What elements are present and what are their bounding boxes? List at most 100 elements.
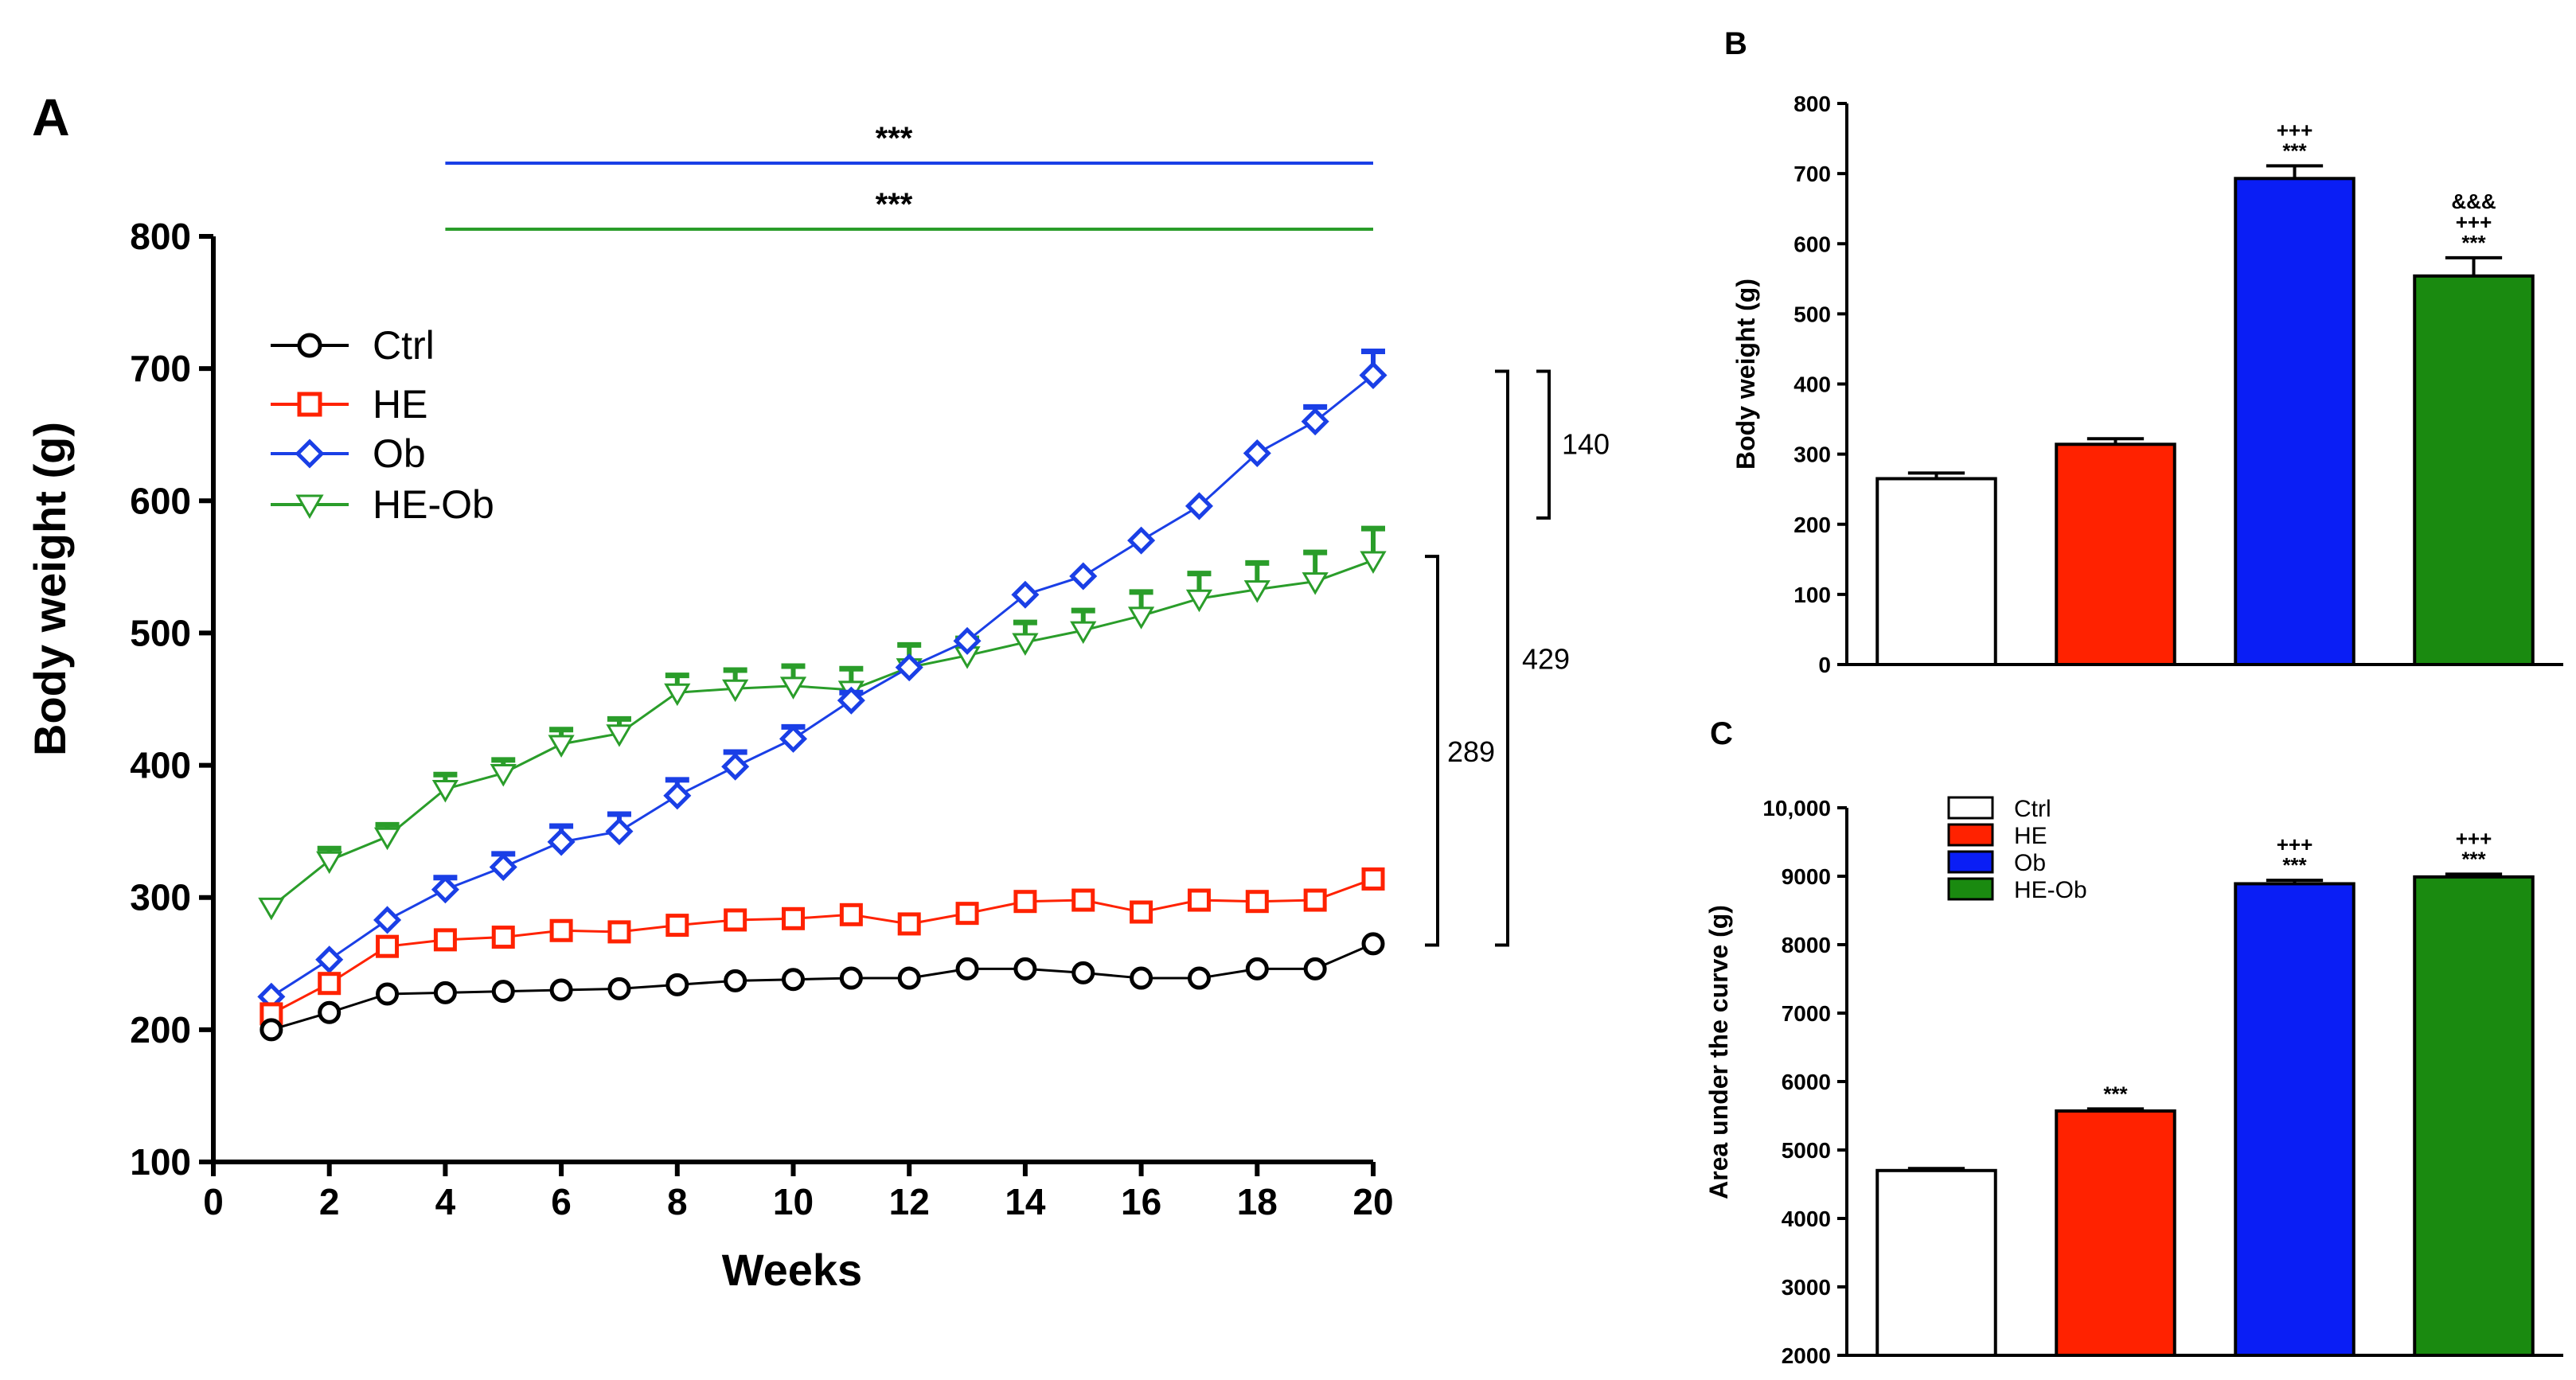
series-ob-point — [1011, 580, 1040, 609]
panel-a-x-tick-label: 20 — [1352, 1181, 1393, 1222]
series-he-point — [665, 914, 689, 938]
series-ctrl-point — [1187, 966, 1211, 990]
legend-ctrl-label: Ctrl — [373, 323, 435, 368]
series-heob-point — [431, 779, 459, 803]
series-ob-point — [1359, 361, 1388, 389]
panel-b-y-tick-label: 600 — [1793, 232, 1831, 256]
panel-b-y-tick-label: 700 — [1793, 162, 1831, 186]
series-heob-point — [258, 897, 285, 921]
series-heob-point — [373, 827, 401, 851]
panel-c-bar-3-annotation: *** — [2461, 847, 2486, 871]
panel-a-y-tick-label: 600 — [130, 480, 191, 521]
series-ob-point — [605, 817, 634, 846]
panel-a-bracket-ob-ctrl — [1495, 369, 1509, 947]
series-ob-point — [1243, 439, 1271, 468]
panel-b-bar-ctrl — [1875, 477, 1997, 666]
series-ctrl-point — [433, 980, 457, 1004]
series-he-point — [1187, 888, 1211, 912]
series-heob-point — [722, 679, 749, 703]
series-he-point — [1013, 890, 1037, 914]
panel-a-bracket-ob-ctrl-label: 429 — [1522, 643, 1570, 676]
series-ctrl-point — [491, 980, 515, 1004]
panel-b-bar-he-ob — [2413, 274, 2535, 666]
series-ob-point — [1301, 407, 1329, 436]
series-ctrl-point — [782, 968, 805, 992]
series-he-point — [724, 908, 747, 932]
series-he-point — [1303, 888, 1327, 912]
panel-c-y-tick-label: 8000 — [1782, 933, 1831, 957]
panel-b-y-tick-label: 100 — [1793, 583, 1831, 607]
panel-c-bar-2-annotation: +++ — [2277, 832, 2313, 856]
legend-ctrl-marker — [297, 333, 322, 358]
panel-b-bar-he — [2055, 442, 2176, 666]
panel-c-bar-1-annotation: *** — [2103, 1082, 2128, 1105]
panel-b-y-tick-label: 200 — [1793, 513, 1831, 537]
panel-b-y-axis-label: Body weight (g) — [1731, 279, 1760, 470]
series-ob-point — [489, 852, 517, 882]
legend-heob-label: HE-Ob — [373, 482, 494, 527]
series-ctrl-point — [607, 977, 631, 1000]
panel-a-line-chart: A Body weight (g) Weeks 1002003004005006… — [25, 88, 1610, 1295]
series-ob-point — [315, 945, 344, 974]
panel-a-y-tick-label: 400 — [130, 745, 191, 786]
series-ob-point — [779, 724, 808, 753]
series-ob-point — [431, 875, 459, 904]
series-ob-point — [663, 782, 692, 810]
panel-c-bar-ctrl — [1875, 1168, 1997, 1358]
panel-c-y-axis-label: Area under the curve (g) — [1704, 905, 1733, 1199]
series-ob-point — [953, 626, 982, 655]
series-heob-point — [548, 735, 575, 758]
series-he-point — [607, 920, 631, 944]
panel-c-legend-he-ob-swatch — [1947, 877, 1994, 901]
panel-b-y-tick-label: 800 — [1793, 92, 1831, 116]
series-ob-point — [895, 653, 923, 682]
series-ctrl-point — [724, 969, 747, 992]
panel-c-y-tick-label: 5000 — [1782, 1138, 1831, 1163]
series-ctrl-point — [1071, 961, 1095, 984]
panel-c-letter: C — [1710, 716, 1733, 751]
series-he-point — [549, 918, 573, 942]
panel-c-bar-he — [2055, 1109, 2176, 1357]
panel-b-y-tick-label: 400 — [1793, 372, 1831, 397]
legend-he-marker — [297, 392, 322, 417]
panel-a-x-tick-label: 12 — [889, 1181, 930, 1222]
panel-b-y-tick-label: 0 — [1818, 653, 1831, 677]
panel-b-bar-2-annotation: +++ — [2277, 118, 2313, 142]
panel-a-y-tick-label: 300 — [130, 877, 191, 918]
series-he-point — [433, 928, 457, 952]
panel-a-y-tick-label: 200 — [130, 1009, 191, 1051]
panel-c-legend-ob-label: Ob — [2014, 850, 2046, 876]
panel-c-bar-ob — [2234, 882, 2355, 1357]
series-he-point — [1071, 888, 1095, 912]
panel-b-bar-3-annotation: +++ — [2456, 210, 2492, 234]
series-he-point — [839, 902, 863, 926]
panel-a-bracket-ob-heob — [1536, 369, 1551, 520]
panel-c-y-tick-label: 3000 — [1782, 1275, 1831, 1300]
series-ctrl-point — [1013, 957, 1037, 980]
panel-a-x-tick-label: 0 — [203, 1181, 224, 1222]
panel-a-y-tick-label: 800 — [130, 216, 191, 257]
series-ob-point — [547, 828, 576, 856]
panel-a-y-tick-label: 700 — [130, 348, 191, 389]
panel-b-letter: B — [1724, 26, 1747, 61]
panel-a-significance-stars: *** — [876, 121, 913, 156]
series-heob-point — [1185, 589, 1213, 613]
series-ctrl-point — [376, 982, 400, 1006]
series-ctrl-point — [839, 966, 863, 990]
series-he-point — [955, 902, 979, 926]
panel-c-legend-he-swatch — [1947, 823, 1994, 847]
panel-c-legend-ctrl-swatch — [1947, 796, 1994, 820]
panel-a-y-axis-label: Body weight (g) — [25, 422, 75, 756]
series-heob-point — [1360, 551, 1387, 575]
panel-a-x-tick-label: 14 — [1005, 1181, 1046, 1222]
series-heob-point — [1127, 606, 1155, 630]
legend-ob-label: Ob — [373, 431, 426, 476]
panel-b-bar-chart: B Body weight (g) 0 100 200 300 400 500 600 700… — [1724, 26, 2563, 677]
series-ob-point — [1127, 526, 1156, 555]
panel-b-y-tick-label: 500 — [1793, 302, 1831, 326]
series-heob-line — [270, 559, 1374, 908]
panel-b-bar-2-annotation: *** — [2282, 138, 2307, 162]
panel-c-bar-he-ob — [2413, 875, 2535, 1357]
series-ctrl-point — [1130, 966, 1153, 990]
